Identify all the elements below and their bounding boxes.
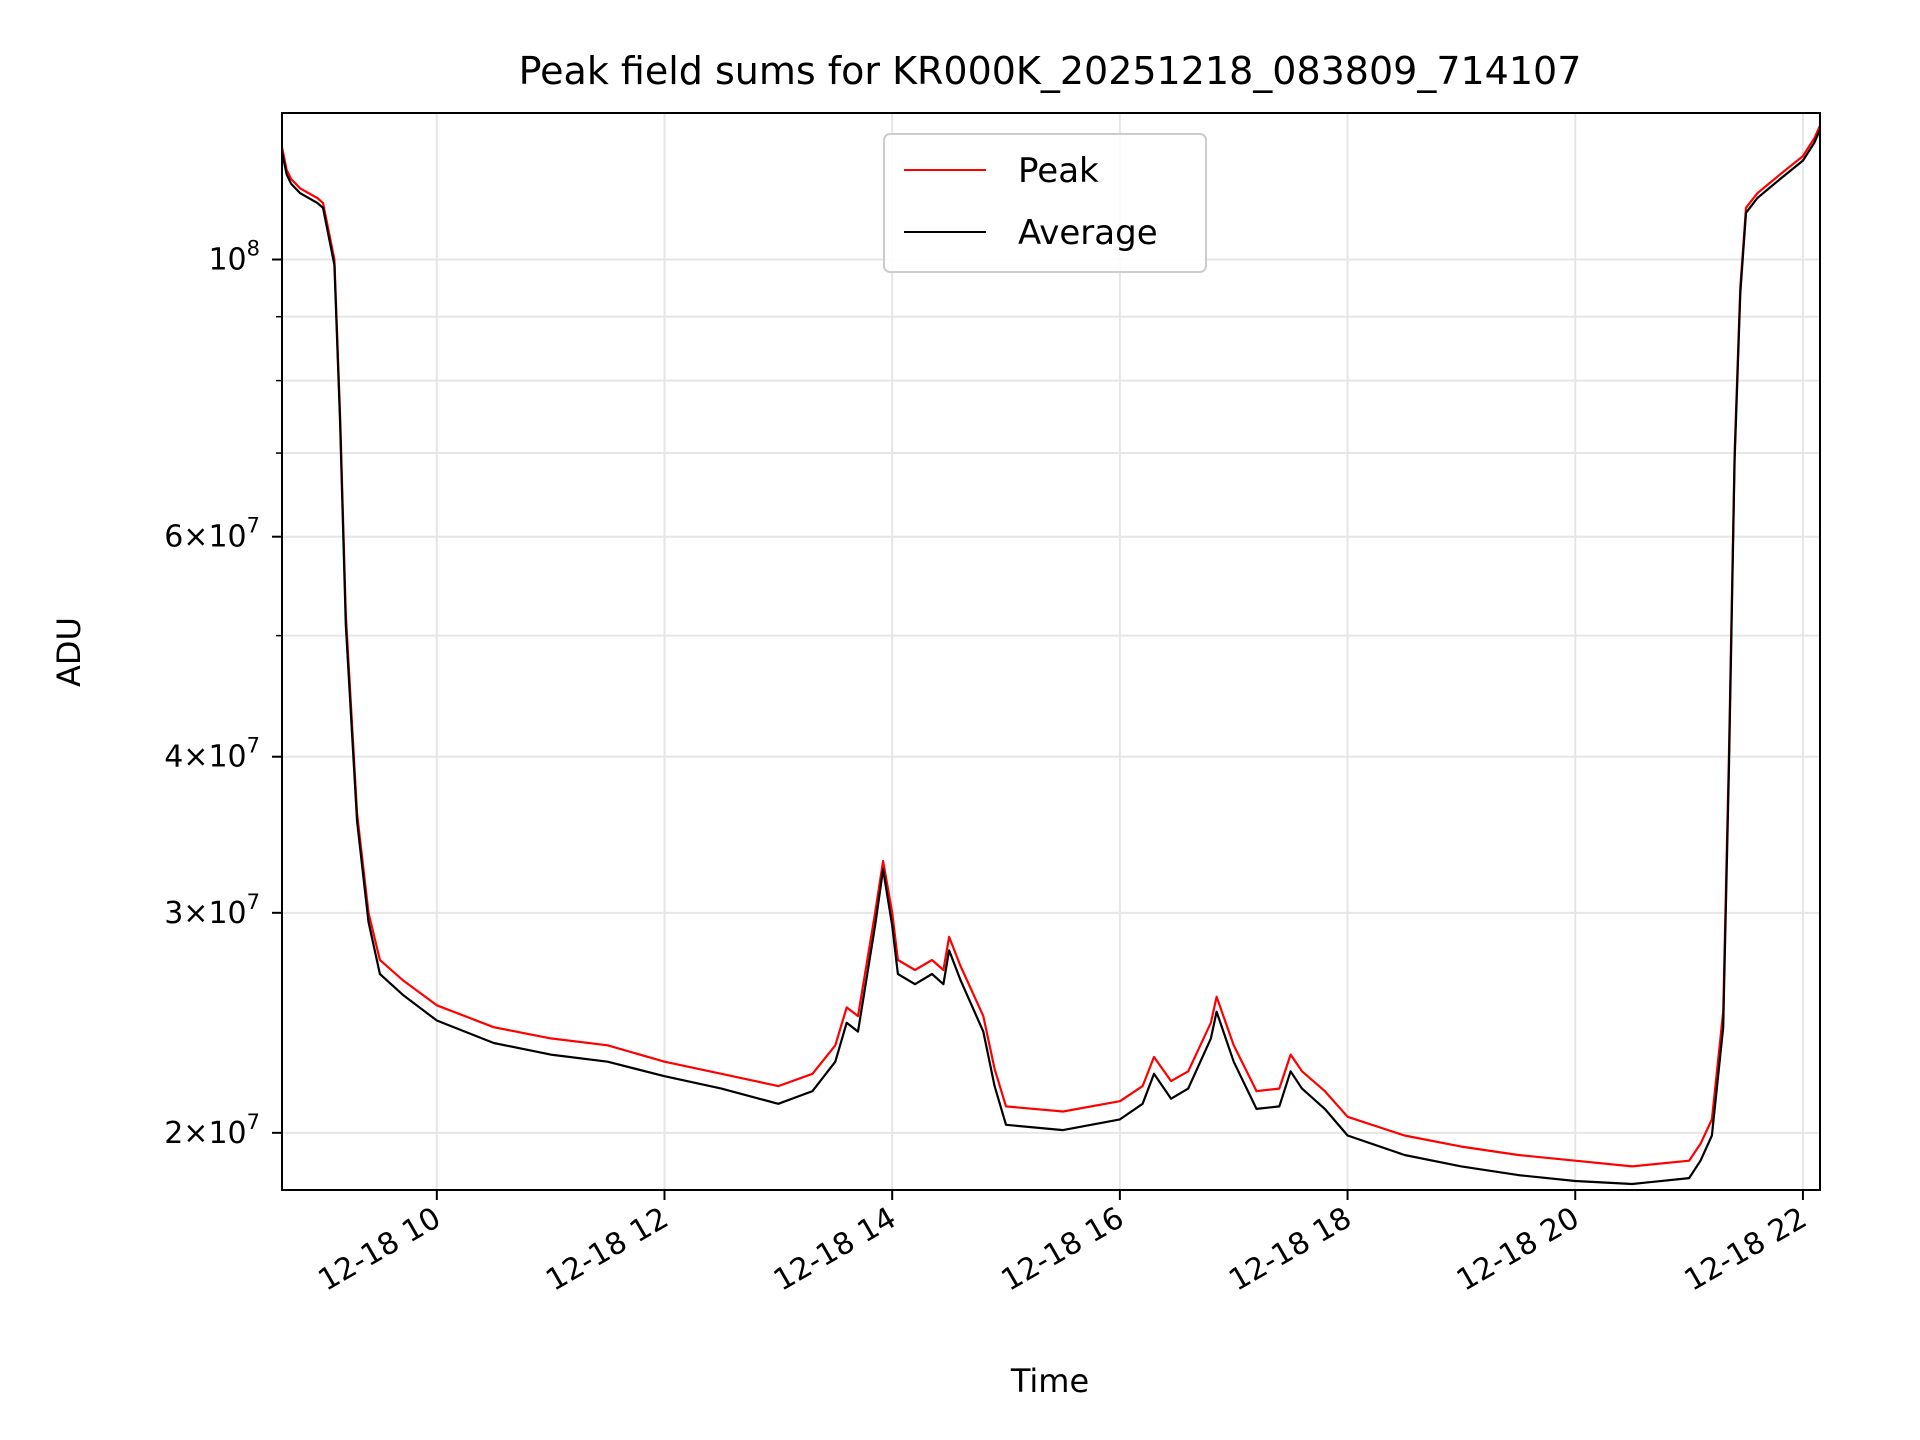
series-peak-line [280,125,1822,1168]
y-axis-title: ADU [50,617,88,687]
legend-label-peak: Peak [1018,151,1099,191]
plot-frame [281,112,1821,1191]
y-tick-label: 6×107 [164,514,260,555]
y-tick-label: 2×107 [164,1110,260,1151]
series-lines [280,125,1822,1186]
y-tick-label: 3×107 [164,890,260,931]
legend-label-average: Average [1018,213,1158,253]
grid-lines [282,113,1820,1190]
x-axis-title: Time [1010,1362,1089,1400]
legend-box [883,133,1207,273]
y-tick-label: 108 [208,237,260,278]
chart-title: Peak field sums for KR000K_20251218_0838… [519,49,1582,93]
y-tick-label: 4×107 [164,734,260,775]
legend: Peak Average [883,133,1207,273]
series-average-line [280,129,1822,1186]
